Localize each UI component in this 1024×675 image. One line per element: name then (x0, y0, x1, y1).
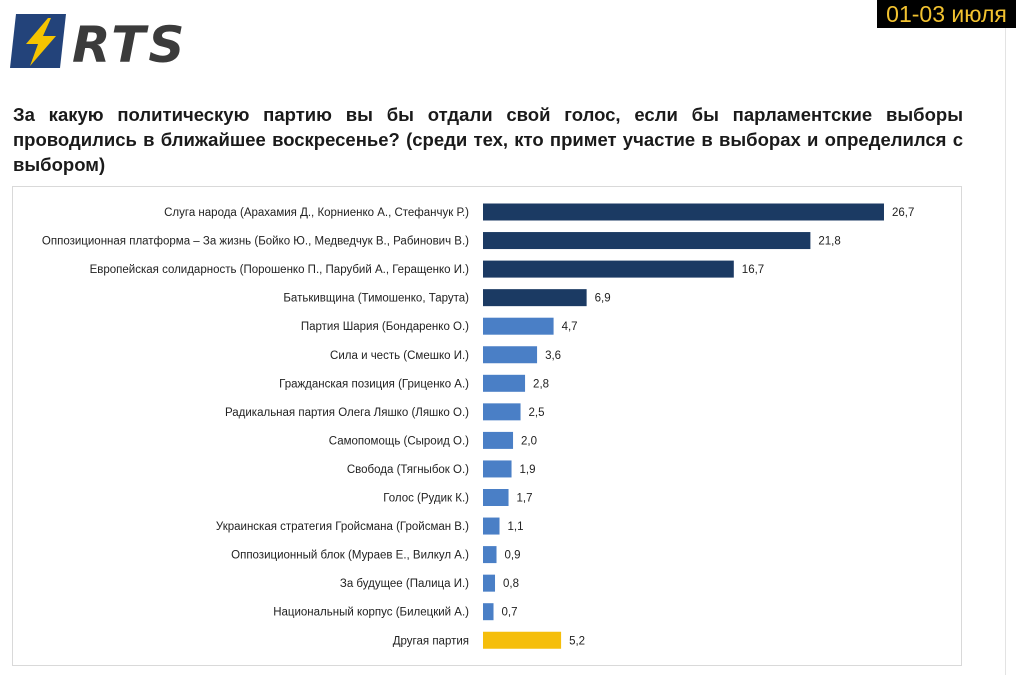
category-label: Гражданская позиция (Гриценко А.) (279, 378, 469, 390)
bar (483, 374, 526, 392)
category-label: Европейская солидарность (Порошенко П., … (90, 264, 470, 276)
category-label: Национальный корпус (Билецкий А.) (273, 607, 469, 619)
category-label: Батькивщина (Тимошенко, Тарута) (283, 293, 469, 305)
chart-frame (12, 186, 962, 666)
survey-question: За какую политическую партию вы бы отдал… (13, 104, 963, 175)
rts-logo: RTS (10, 14, 187, 74)
category-label: Оппозиционная платформа – За жизнь (Бойк… (42, 236, 469, 248)
value-label: 26,7 (892, 207, 914, 219)
category-label: Другая партия (393, 635, 469, 647)
category-label: За будущее (Палица И.) (340, 578, 469, 590)
bar (483, 517, 500, 535)
bar (483, 489, 509, 506)
bar (483, 603, 494, 621)
bar (483, 260, 734, 278)
bar (483, 631, 562, 649)
bar (483, 289, 587, 307)
bar (483, 317, 554, 335)
category-label: Радикальная партия Олега Ляшко (Ляшко О.… (225, 407, 469, 419)
bar (483, 574, 496, 592)
lightning-logo-icon (10, 14, 66, 68)
value-label: 1,1 (508, 521, 524, 533)
bar (483, 403, 521, 421)
category-label: Партия Шария (Бондаренко О.) (301, 321, 469, 333)
value-label: 2,0 (521, 435, 537, 447)
bar (483, 431, 514, 449)
value-label: 1,7 (517, 493, 533, 505)
value-label: 6,9 (595, 293, 611, 305)
bar (483, 460, 512, 478)
category-label: Самопомощь (Сыроид О.) (329, 435, 469, 447)
value-label: 1,9 (520, 464, 536, 476)
value-label: 16,7 (742, 264, 764, 276)
date-badge: 01-03 июля (877, 0, 1016, 28)
bar (483, 203, 884, 221)
value-label: 21,8 (818, 236, 840, 248)
value-label: 2,8 (533, 378, 549, 390)
value-label: 3,6 (545, 350, 561, 362)
bar (483, 232, 811, 250)
category-label: Сила и честь (Смешко И.) (330, 350, 469, 362)
category-label: Оппозиционный блок (Мураев Е., Вилкул А.… (231, 550, 469, 562)
value-label: 0,9 (505, 550, 521, 562)
value-label: 4,7 (562, 321, 578, 333)
category-label: Голос (Рудик К.) (383, 493, 469, 505)
value-label: 0,7 (502, 607, 518, 619)
bar (483, 346, 538, 364)
category-label: Украинская стратегия Гройсмана (Гройсман… (216, 521, 469, 533)
value-label: 2,5 (529, 407, 545, 419)
category-label: Свобода (Тягныбок О.) (347, 464, 469, 476)
value-label: 5,2 (569, 635, 585, 647)
value-label: 0,8 (503, 578, 519, 590)
category-label: Слуга народа (Арахамия Д., Корниенко А.,… (164, 207, 469, 219)
bar (483, 546, 497, 564)
logo-text: RTS (72, 16, 187, 74)
